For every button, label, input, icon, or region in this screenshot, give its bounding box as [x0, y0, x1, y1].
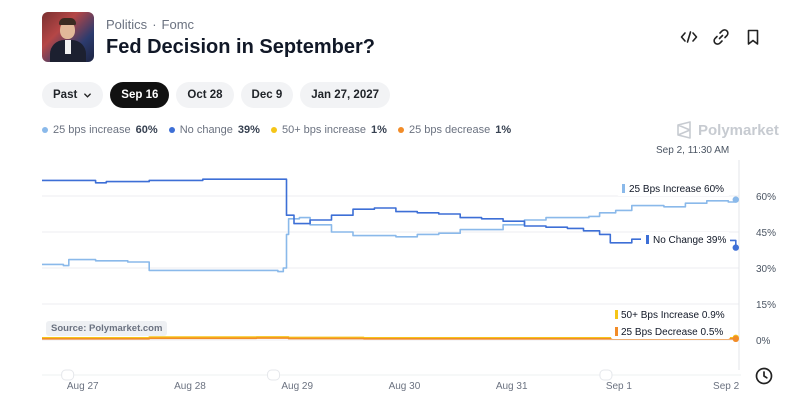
callout-50-bps-increase: 50+ Bps Increase 0.9%: [611, 307, 730, 322]
legend-value: 1%: [495, 124, 512, 136]
legend-dot: [42, 127, 48, 133]
y-tick-label: 45%: [756, 228, 776, 239]
date-tabs: Past Sep 16 Oct 28 Dec 9 Jan 27, 2027: [42, 82, 391, 108]
link-icon[interactable]: [712, 28, 730, 46]
x-tick-label: Aug 27: [67, 381, 99, 392]
chevron-down-icon: [84, 92, 92, 98]
legend-name: No change: [179, 124, 233, 136]
callout-label: 25 Bps Decrease 0.5%: [621, 327, 723, 338]
market-thumbnail: [42, 12, 94, 62]
callout-marker: [646, 235, 649, 244]
x-tick-label: Aug 29: [281, 381, 313, 392]
legend-item: No change 39%: [168, 124, 260, 136]
y-tick-label: 0%: [756, 336, 771, 347]
series-line: [42, 337, 736, 340]
bookmark-icon[interactable]: [744, 28, 762, 46]
market-header: Politics · Fomc Fed Decision in September?: [42, 12, 762, 64]
callout-25-bps-increase: 25 Bps Increase 60%: [617, 181, 730, 196]
chart-legend: 25 bps increase 60% No change 39% 50+ bp…: [42, 124, 511, 136]
legend-dot: [168, 127, 175, 133]
legend-item: 25 bps increase 60%: [42, 124, 158, 136]
legend-name: 50+ bps increase: [281, 124, 367, 136]
hover-timestamp: Sep 2, 11:30 AM: [656, 145, 730, 156]
series-end-dot: [732, 244, 739, 251]
legend-value: 1%: [371, 124, 387, 136]
breadcrumb-separator: ·: [152, 17, 157, 32]
tab-sep-16[interactable]: Sep 16: [110, 82, 170, 108]
y-tick-label: 15%: [756, 300, 776, 311]
breadcrumb-subcategory[interactable]: Fomc: [161, 17, 195, 32]
series-end-dot: [732, 335, 739, 342]
tab-past[interactable]: Past: [42, 82, 104, 108]
y-tick-label: 60%: [756, 192, 776, 203]
callout-no-change: No Change 39%: [641, 232, 730, 247]
range-handle[interactable]: [61, 369, 75, 381]
x-tick-label: Sep 2: [713, 381, 740, 392]
callout-label: No Change 39%: [653, 235, 726, 246]
callout-box: [641, 232, 730, 247]
callout-label: 25 Bps Increase 60%: [629, 184, 724, 195]
tab-oct-28[interactable]: Oct 28: [176, 82, 234, 108]
range-handle[interactable]: [599, 369, 613, 381]
tab-jan-27-2027[interactable]: Jan 27, 2027: [300, 82, 391, 108]
legend-item: 25 bps decrease 1%: [397, 124, 512, 136]
tab-dec-9[interactable]: Dec 9: [240, 82, 294, 108]
legend-dot: [270, 127, 277, 133]
polymarket-icon: [677, 121, 691, 139]
x-tick-label: Sep 1: [606, 381, 633, 392]
tab-label: Past: [53, 89, 78, 101]
brand-name: Polymarket: [698, 121, 779, 139]
legend-item: 50+ bps increase 1%: [270, 124, 387, 136]
callout-box: [611, 324, 730, 339]
x-tick-label: Aug 28: [174, 381, 206, 392]
breadcrumb: Politics · Fomc: [106, 17, 194, 32]
polymarket-logo: Polymarket: [676, 121, 779, 139]
x-tick-label: Aug 31: [496, 381, 528, 392]
callout-box: [617, 181, 730, 196]
series-line: [42, 178, 737, 248]
series-end-dot: [732, 196, 739, 203]
embed-icon[interactable]: [680, 28, 698, 46]
source-label: Source: Polymarket.com: [46, 321, 168, 336]
y-tick-label: 30%: [756, 264, 776, 275]
clock-icon[interactable]: [754, 366, 774, 386]
legend-name: 25 bps increase: [53, 124, 131, 136]
page-title: Fed Decision in September?: [106, 36, 375, 58]
legend-dot: [397, 127, 404, 133]
callout-box: [611, 307, 730, 322]
legend-name: 25 bps decrease: [408, 124, 491, 136]
breadcrumb-category[interactable]: Politics: [106, 17, 148, 32]
callout-marker: [622, 184, 625, 193]
x-tick-label: Aug 30: [389, 381, 421, 392]
callout-label: 50+ Bps Increase 0.9%: [621, 310, 725, 321]
legend-value: 39%: [237, 124, 260, 136]
callout-25-bps-decrease: 25 Bps Decrease 0.5%: [611, 324, 730, 339]
range-handle[interactable]: [267, 369, 281, 381]
callout-marker: [615, 327, 618, 336]
series-line: [42, 199, 737, 273]
legend-value: 60%: [135, 124, 158, 136]
callout-marker: [615, 310, 618, 319]
